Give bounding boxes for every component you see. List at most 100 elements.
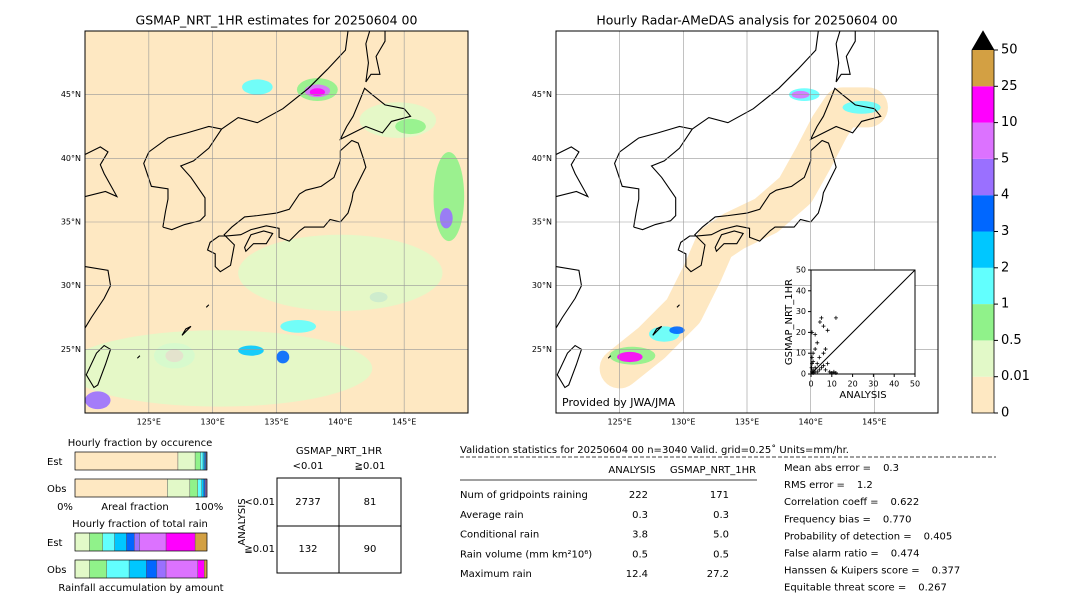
bar-segment [74, 478, 168, 498]
x-tick-label: 125°E [608, 418, 632, 427]
x-tick-label: 145°E [392, 418, 416, 427]
y-tick-label: 45°N [61, 90, 81, 99]
y-tick-label: 50 [796, 266, 806, 275]
colorbar-segment [972, 122, 994, 159]
coastline [556, 266, 583, 330]
colorbar-frame [971, 30, 995, 414]
rain-area [276, 350, 290, 364]
rain-area [433, 151, 465, 242]
colorbar-label: 50 [1001, 43, 1018, 58]
coastline [339, 87, 412, 141]
point [821, 324, 826, 329]
table-cell: 81 [364, 497, 377, 508]
row-label: Maximum rain [460, 569, 532, 580]
y-axis-label: GSMAP_NRT_1HR [784, 279, 795, 365]
coastline [85, 146, 119, 198]
colorbar-label: 0 [1001, 406, 1009, 421]
bar-segment [126, 532, 135, 552]
colorbar-segment [972, 267, 994, 305]
coastline [243, 230, 274, 253]
bar-segment [106, 559, 130, 579]
coastline [143, 31, 349, 228]
bar-segment [189, 478, 198, 498]
rain-area [238, 345, 264, 356]
bar-chart-title: Hourly fraction by occurence [68, 438, 212, 449]
stats-title: Validation statistics for 20250604 00 n=… [460, 444, 849, 456]
annotation: Provided by JWA/JMA [562, 396, 676, 409]
point [810, 355, 815, 360]
coastline [223, 139, 367, 242]
bar-segment [204, 559, 208, 579]
diagonal [810, 269, 916, 375]
point [825, 328, 830, 333]
table-cell: 132 [298, 544, 317, 555]
column-header: ≧0.01 [355, 461, 386, 472]
y-tick-label: 40°N [61, 154, 81, 163]
bar-segment [146, 559, 158, 579]
x-tick-label: 140°E [328, 418, 352, 427]
point [815, 361, 820, 366]
row-label: Average rain [460, 510, 524, 521]
bar-segment [156, 559, 167, 579]
stat-value: 171 [710, 490, 729, 501]
point [823, 367, 828, 372]
table-title: GSMAP_NRT_1HR [296, 446, 382, 457]
point [825, 361, 830, 366]
point [811, 351, 816, 356]
bar-frame [74, 559, 208, 579]
stat-value: 3.8 [632, 530, 648, 541]
y-tick-label: 25°N [532, 345, 552, 354]
coastline [85, 266, 112, 330]
bar-frame [74, 478, 208, 498]
row-header: <0.01 [244, 497, 275, 508]
bar-segment [74, 532, 90, 552]
bar-segment [201, 478, 204, 498]
rain-area [395, 118, 426, 135]
bar-segment [128, 559, 147, 579]
score-label: Mean abs error = [784, 463, 871, 474]
category-label: Obs [47, 484, 66, 495]
map-title: Hourly Radar-AMeDAS analysis for 2025060… [596, 13, 897, 28]
map-area [85, 31, 468, 413]
colorbar-label: 1 [1001, 297, 1009, 312]
point [819, 365, 824, 370]
x-tick-label: 125°E [137, 418, 161, 427]
colorbar-label: 5 [1001, 151, 1009, 166]
bar-segment [194, 532, 208, 552]
coastline [694, 139, 837, 242]
x-tick-label: 145°E [862, 418, 886, 427]
point [809, 365, 814, 370]
row-label: Rain volume (mm km²10⁶) [460, 549, 592, 560]
row-label: Num of gridpoints raining [460, 490, 588, 501]
x-axis-label: Areal fraction [101, 502, 168, 513]
point [813, 347, 818, 352]
category-label: Est [47, 538, 63, 549]
point [823, 347, 828, 352]
y-tick-label: 20 [796, 328, 806, 337]
coastline [676, 304, 680, 308]
x-tick-label: 40 [889, 380, 899, 389]
bar-segment [177, 451, 196, 471]
bar-segment [102, 532, 115, 552]
x-tick-label: 50 [910, 380, 920, 389]
score-value: 0.474 [891, 549, 920, 560]
point [829, 370, 834, 375]
point [827, 369, 832, 374]
y-tick-label: 10 [796, 349, 806, 358]
coastline [809, 87, 882, 141]
point [833, 370, 838, 375]
colorbar-segment [972, 50, 994, 87]
bar-segment [114, 532, 127, 552]
colorbar-label: 3 [1001, 224, 1009, 239]
bar-segment [194, 451, 201, 471]
stat-value: 0.5 [632, 549, 648, 560]
colorbar-extend [972, 31, 994, 50]
score-label: Frequency bias = [784, 514, 871, 525]
coastline [556, 146, 590, 198]
point [817, 367, 822, 372]
rain-area [85, 391, 111, 410]
x-tick-label: 130°E [201, 418, 225, 427]
score-value: 0.3 [883, 463, 899, 474]
x-axis-label: ANALYSIS [839, 390, 886, 401]
